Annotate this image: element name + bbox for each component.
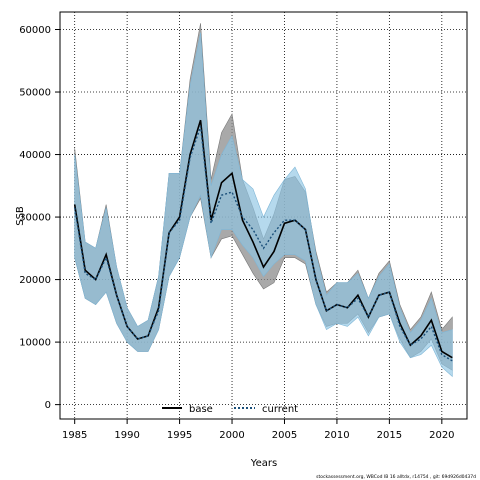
legend: base current (162, 404, 298, 415)
x-tick-label: 1995 (167, 430, 192, 441)
legend-current-label: current (262, 404, 298, 415)
y-tick-label: 60000 (19, 25, 51, 36)
confidence-bands (74, 23, 453, 378)
grid-lines (60, 12, 467, 419)
x-tick-label: 2000 (219, 430, 244, 441)
y-tick-label: 30000 (19, 213, 51, 224)
y-tick-label: 20000 (19, 275, 51, 286)
footnote: stockassessment.org, WBCod IB 16 alltdx,… (316, 474, 476, 480)
y-axis-title: SSB (15, 206, 26, 226)
y-tick-label: 50000 (19, 88, 51, 99)
y-tick-label: 40000 (19, 150, 51, 161)
plot-frame (59, 11, 468, 420)
current-line (73, 126, 453, 362)
series-lines (73, 119, 453, 362)
x-axis-title: Years (250, 458, 277, 469)
x-tick-label: 1990 (114, 430, 139, 441)
axis-ticks: 1985 1990 1995 2000 2005 2010 2015 2020 0 10000 20… (19, 25, 454, 441)
x-tick-label: 2005 (272, 430, 297, 441)
x-tick-label: 2010 (324, 430, 349, 441)
legend-base-label: base (189, 404, 213, 415)
x-tick-label: 2020 (429, 430, 454, 441)
current-confidence-band (74, 32, 453, 378)
x-tick-label: 2015 (377, 430, 402, 441)
y-tick-label: 10000 (19, 338, 51, 349)
y-tick-label: 0 (45, 400, 51, 411)
x-tick-label: 1985 (62, 430, 87, 441)
